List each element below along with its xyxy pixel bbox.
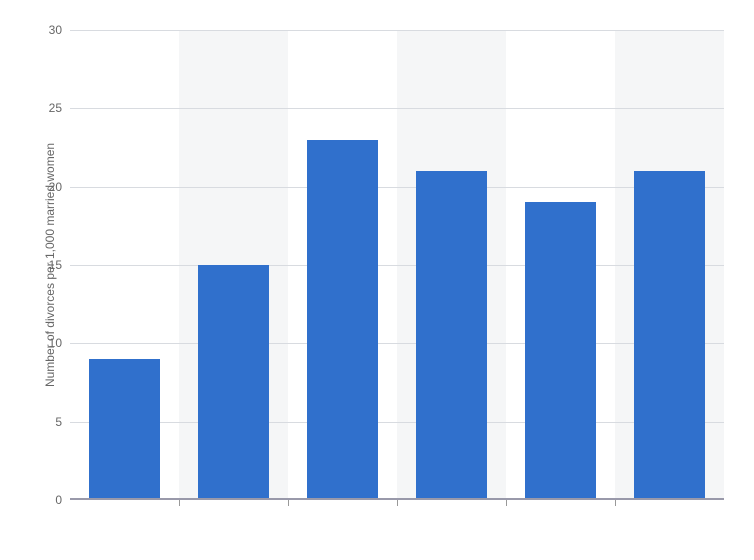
x-tick [506,500,507,506]
x-tick [615,500,616,506]
x-tick [397,500,398,506]
y-tick-label: 5 [32,415,62,429]
bar [525,202,597,500]
x-tick [179,500,180,506]
x-tick [288,500,289,506]
bar-slot [70,30,179,500]
bar-slot [615,30,724,500]
bar [307,140,379,500]
bars-layer [70,30,724,500]
y-tick-label: 30 [32,23,62,37]
chart-container: 051015202530 Number of divorces per 1,00… [10,10,744,550]
bar-slot [179,30,288,500]
bar-slot [506,30,615,500]
y-axis-label: Number of divorces per 1,000 married wom… [43,143,57,387]
plot-area: 051015202530 Number of divorces per 1,00… [70,30,724,500]
bar [89,359,161,500]
y-tick-label: 25 [32,101,62,115]
y-tick-label: 0 [32,493,62,507]
bar-slot [397,30,506,500]
bar [416,171,488,500]
bar-slot [288,30,397,500]
bar [198,265,270,500]
bar [634,171,706,500]
